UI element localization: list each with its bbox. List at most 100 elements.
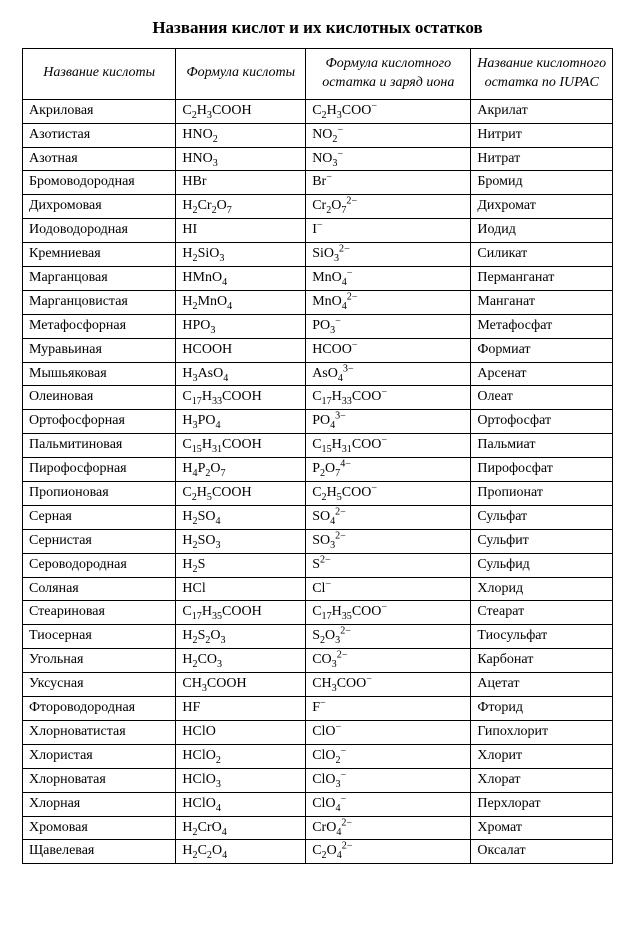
cell-acid-formula: C15H31COOH bbox=[176, 434, 306, 458]
cell-acid-name: Мышьяковая bbox=[23, 362, 176, 386]
table-row: МуравьинаяHCOOHHCOO−Формиат bbox=[23, 338, 613, 362]
cell-iupac-name: Тиосульфат bbox=[471, 625, 613, 649]
table-row: ФтороводороднаяHFF−Фторид bbox=[23, 697, 613, 721]
cell-acid-formula: HNO3 bbox=[176, 147, 306, 171]
cell-acid-formula: H2C2O4 bbox=[176, 840, 306, 864]
table-row: ПирофосфорнаяH4P2O7P2O74−Пирофосфат bbox=[23, 458, 613, 482]
cell-iupac-name: Пропионат bbox=[471, 482, 613, 506]
cell-acid-name: Хлорная bbox=[23, 792, 176, 816]
cell-acid-name: Хлорноватая bbox=[23, 768, 176, 792]
cell-iupac-name: Оксалат bbox=[471, 840, 613, 864]
acids-table: Название кислоты Формула кислоты Формула… bbox=[22, 48, 613, 864]
cell-iupac-name: Силикат bbox=[471, 243, 613, 267]
col-header-residue: Формула кислотного остатка и заряд иона bbox=[306, 49, 471, 100]
cell-residue-formula: Br− bbox=[306, 171, 471, 195]
cell-acid-name: Пирофосфорная bbox=[23, 458, 176, 482]
cell-acid-name: Ортофосфорная bbox=[23, 410, 176, 434]
table-header-row: Название кислоты Формула кислоты Формула… bbox=[23, 49, 613, 100]
cell-acid-formula: HNO2 bbox=[176, 123, 306, 147]
cell-residue-formula: Cl− bbox=[306, 577, 471, 601]
cell-acid-formula: HPO3 bbox=[176, 314, 306, 338]
table-row: МетафосфорнаяHPO3PO3−Метафосфат bbox=[23, 314, 613, 338]
cell-acid-formula: H2CrO4 bbox=[176, 816, 306, 840]
cell-acid-name: Бромоводородная bbox=[23, 171, 176, 195]
cell-acid-formula: C2H5COOH bbox=[176, 482, 306, 506]
cell-acid-formula: CH3COOH bbox=[176, 673, 306, 697]
table-row: АзотнаяHNO3NO3−Нитрат bbox=[23, 147, 613, 171]
table-row: КремниеваяH2SiO3SiO32−Силикат bbox=[23, 243, 613, 267]
cell-acid-formula: HBr bbox=[176, 171, 306, 195]
table-row: ХлорноватистаяHClOClO−Гипохлорит bbox=[23, 720, 613, 744]
table-row: АкриловаяC2H3COOHC2H3COO−Акрилат bbox=[23, 99, 613, 123]
cell-iupac-name: Хлорат bbox=[471, 768, 613, 792]
cell-acid-name: Метафосфорная bbox=[23, 314, 176, 338]
cell-acid-name: Иодоводородная bbox=[23, 219, 176, 243]
table-row: ХлорнаяHClO4ClO4−Перхлорат bbox=[23, 792, 613, 816]
cell-acid-name: Хлористая bbox=[23, 744, 176, 768]
cell-iupac-name: Формиат bbox=[471, 338, 613, 362]
cell-residue-formula: PO43− bbox=[306, 410, 471, 434]
cell-acid-formula: H2SO3 bbox=[176, 529, 306, 553]
cell-residue-formula: P2O74− bbox=[306, 458, 471, 482]
cell-acid-name: Хромовая bbox=[23, 816, 176, 840]
cell-acid-formula: C17H33COOH bbox=[176, 386, 306, 410]
col-header-acid-formula: Формула кислоты bbox=[176, 49, 306, 100]
cell-residue-formula: SO32− bbox=[306, 529, 471, 553]
cell-acid-name: Соляная bbox=[23, 577, 176, 601]
cell-acid-formula: C17H35COOH bbox=[176, 601, 306, 625]
cell-acid-name: Пальмитиновая bbox=[23, 434, 176, 458]
table-row: СернаяH2SO4SO42−Сульфат bbox=[23, 505, 613, 529]
table-row: ИодоводороднаяHII−Иодид bbox=[23, 219, 613, 243]
cell-iupac-name: Хлорит bbox=[471, 744, 613, 768]
cell-acid-name: Азотистая bbox=[23, 123, 176, 147]
table-row: ТиосернаяH2S2O3S2O32−Тиосульфат bbox=[23, 625, 613, 649]
cell-iupac-name: Манганат bbox=[471, 290, 613, 314]
table-row: СероводороднаяH2SS2−Сульфид bbox=[23, 553, 613, 577]
table-row: ОлеиноваяC17H33COOHC17H33COO−Олеат bbox=[23, 386, 613, 410]
cell-acid-formula: H2SO4 bbox=[176, 505, 306, 529]
cell-iupac-name: Акрилат bbox=[471, 99, 613, 123]
cell-iupac-name: Перхлорат bbox=[471, 792, 613, 816]
table-row: МарганцоваяHMnO4MnO4−Перманганат bbox=[23, 267, 613, 291]
table-row: БромоводороднаяHBrBr−Бромид bbox=[23, 171, 613, 195]
cell-acid-formula: H2MnO4 bbox=[176, 290, 306, 314]
table-row: АзотистаяHNO2NO2−Нитрит bbox=[23, 123, 613, 147]
cell-residue-formula: NO2− bbox=[306, 123, 471, 147]
table-body: АкриловаяC2H3COOHC2H3COO−АкрилатАзотиста… bbox=[23, 99, 613, 864]
cell-acid-formula: HF bbox=[176, 697, 306, 721]
cell-iupac-name: Пирофосфат bbox=[471, 458, 613, 482]
cell-acid-formula: H3AsO4 bbox=[176, 362, 306, 386]
cell-iupac-name: Хромат bbox=[471, 816, 613, 840]
cell-acid-name: Марганцовая bbox=[23, 267, 176, 291]
cell-acid-name: Муравьиная bbox=[23, 338, 176, 362]
cell-acid-name: Сероводородная bbox=[23, 553, 176, 577]
cell-acid-name: Марганцовистая bbox=[23, 290, 176, 314]
cell-iupac-name: Нитрат bbox=[471, 147, 613, 171]
cell-acid-name: Тиосерная bbox=[23, 625, 176, 649]
cell-iupac-name: Стеарат bbox=[471, 601, 613, 625]
cell-acid-formula: HClO bbox=[176, 720, 306, 744]
cell-acid-formula: H2S2O3 bbox=[176, 625, 306, 649]
cell-iupac-name: Хлорид bbox=[471, 577, 613, 601]
cell-acid-formula: H3PO4 bbox=[176, 410, 306, 434]
cell-residue-formula: CO32− bbox=[306, 649, 471, 673]
cell-residue-formula: C2H3COO− bbox=[306, 99, 471, 123]
cell-acid-name: Фтороводородная bbox=[23, 697, 176, 721]
cell-residue-formula: S2O32− bbox=[306, 625, 471, 649]
cell-acid-name: Кремниевая bbox=[23, 243, 176, 267]
cell-acid-formula: HCl bbox=[176, 577, 306, 601]
cell-acid-name: Щавелевая bbox=[23, 840, 176, 864]
cell-residue-formula: ClO2− bbox=[306, 744, 471, 768]
cell-iupac-name: Иодид bbox=[471, 219, 613, 243]
cell-iupac-name: Гипохлорит bbox=[471, 720, 613, 744]
cell-residue-formula: C15H31COO− bbox=[306, 434, 471, 458]
cell-iupac-name: Метафосфат bbox=[471, 314, 613, 338]
cell-iupac-name: Ацетат bbox=[471, 673, 613, 697]
table-row: ПальмитиноваяC15H31COOHC15H31COO−Пальмиа… bbox=[23, 434, 613, 458]
table-row: ЩавелеваяH2C2O4C2O42−Оксалат bbox=[23, 840, 613, 864]
cell-residue-formula: F− bbox=[306, 697, 471, 721]
cell-acid-name: Сернистая bbox=[23, 529, 176, 553]
cell-iupac-name: Пальмиат bbox=[471, 434, 613, 458]
table-row: ОртофосфорнаяH3PO4PO43−Ортофосфат bbox=[23, 410, 613, 434]
table-row: ХромоваяH2CrO4CrO42−Хромат bbox=[23, 816, 613, 840]
